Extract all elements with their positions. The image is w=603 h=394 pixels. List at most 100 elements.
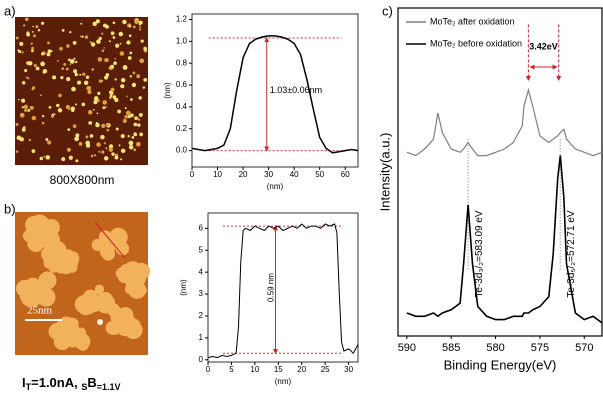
island xyxy=(67,128,71,132)
x-tick-label: 10 xyxy=(250,365,259,374)
island xyxy=(31,149,36,154)
y-tick-label: 1.0 xyxy=(176,36,188,45)
y-tick-label: 0.4 xyxy=(176,102,188,111)
panel-label: a) xyxy=(4,3,16,18)
island xyxy=(89,134,94,138)
island xyxy=(21,98,26,103)
island xyxy=(15,150,19,153)
island xyxy=(57,108,63,113)
y-tick-label: 1 xyxy=(199,333,204,342)
x-tick-label: 50 xyxy=(315,170,324,179)
island xyxy=(83,80,89,85)
island xyxy=(29,283,47,301)
island xyxy=(133,148,137,152)
island xyxy=(48,105,52,109)
x-tick-label: 570 xyxy=(575,342,593,354)
island xyxy=(80,22,83,25)
island xyxy=(101,150,105,154)
island xyxy=(22,126,26,129)
island xyxy=(119,42,122,45)
x-axis-label: (nm) xyxy=(275,377,292,386)
island xyxy=(39,94,42,97)
panel-label: b) xyxy=(4,201,16,216)
island xyxy=(112,21,116,25)
island xyxy=(110,64,115,69)
island xyxy=(100,134,105,140)
island xyxy=(63,62,67,66)
y-axis-label: (nm) xyxy=(163,82,172,99)
island xyxy=(47,140,52,145)
island xyxy=(126,95,128,98)
island xyxy=(58,93,62,98)
annotation: 1.03±0.06nm xyxy=(270,85,322,95)
island xyxy=(95,19,100,24)
island xyxy=(88,110,93,115)
island xyxy=(120,134,125,139)
caption-part: =1.0nA, xyxy=(31,375,81,390)
island xyxy=(98,150,100,153)
island xyxy=(128,145,134,150)
island xyxy=(41,114,45,118)
x-tick-label: 590 xyxy=(398,342,416,354)
island xyxy=(106,303,121,317)
island xyxy=(75,133,80,138)
island xyxy=(77,80,82,85)
island xyxy=(74,136,80,142)
x-tick-label: 580 xyxy=(486,342,504,354)
island xyxy=(82,72,86,76)
island xyxy=(74,103,77,106)
x-tick-label: 5 xyxy=(229,365,234,374)
island xyxy=(90,42,96,47)
island xyxy=(114,155,119,160)
island xyxy=(66,77,71,82)
island xyxy=(139,132,144,137)
island xyxy=(92,21,97,27)
island xyxy=(93,108,95,111)
island xyxy=(98,36,102,41)
island xyxy=(40,247,56,262)
island xyxy=(127,56,132,60)
island xyxy=(28,138,32,142)
island xyxy=(133,122,138,127)
profile-line xyxy=(94,221,126,259)
island xyxy=(129,51,133,55)
island xyxy=(129,113,134,118)
island xyxy=(57,59,59,62)
image-caption: 800X800nm xyxy=(50,173,115,187)
island xyxy=(19,112,25,118)
island xyxy=(96,39,101,44)
island xyxy=(124,107,127,110)
island xyxy=(139,58,145,64)
island xyxy=(134,116,138,120)
island xyxy=(71,86,76,92)
island xyxy=(43,155,46,158)
island xyxy=(60,76,64,80)
island xyxy=(42,69,48,74)
island xyxy=(114,97,119,103)
spectrum-line xyxy=(406,87,603,157)
island xyxy=(105,320,120,335)
island xyxy=(23,229,37,243)
island xyxy=(109,96,112,99)
y-tick-label: 1.2 xyxy=(176,15,188,24)
island xyxy=(35,66,40,71)
island xyxy=(122,19,127,25)
island xyxy=(105,106,108,108)
island xyxy=(68,330,85,348)
island xyxy=(46,52,51,57)
y-tick-label: 0.8 xyxy=(176,58,188,67)
island xyxy=(31,115,37,121)
island xyxy=(39,156,43,161)
island xyxy=(136,141,141,147)
island xyxy=(88,121,93,125)
island xyxy=(68,108,71,111)
island xyxy=(117,109,121,114)
island xyxy=(125,110,131,116)
island xyxy=(126,40,131,45)
island xyxy=(79,35,82,38)
island xyxy=(45,138,49,141)
x-tick-label: 20 xyxy=(239,170,248,179)
island xyxy=(97,91,101,95)
island xyxy=(51,113,54,116)
island xyxy=(65,67,69,71)
